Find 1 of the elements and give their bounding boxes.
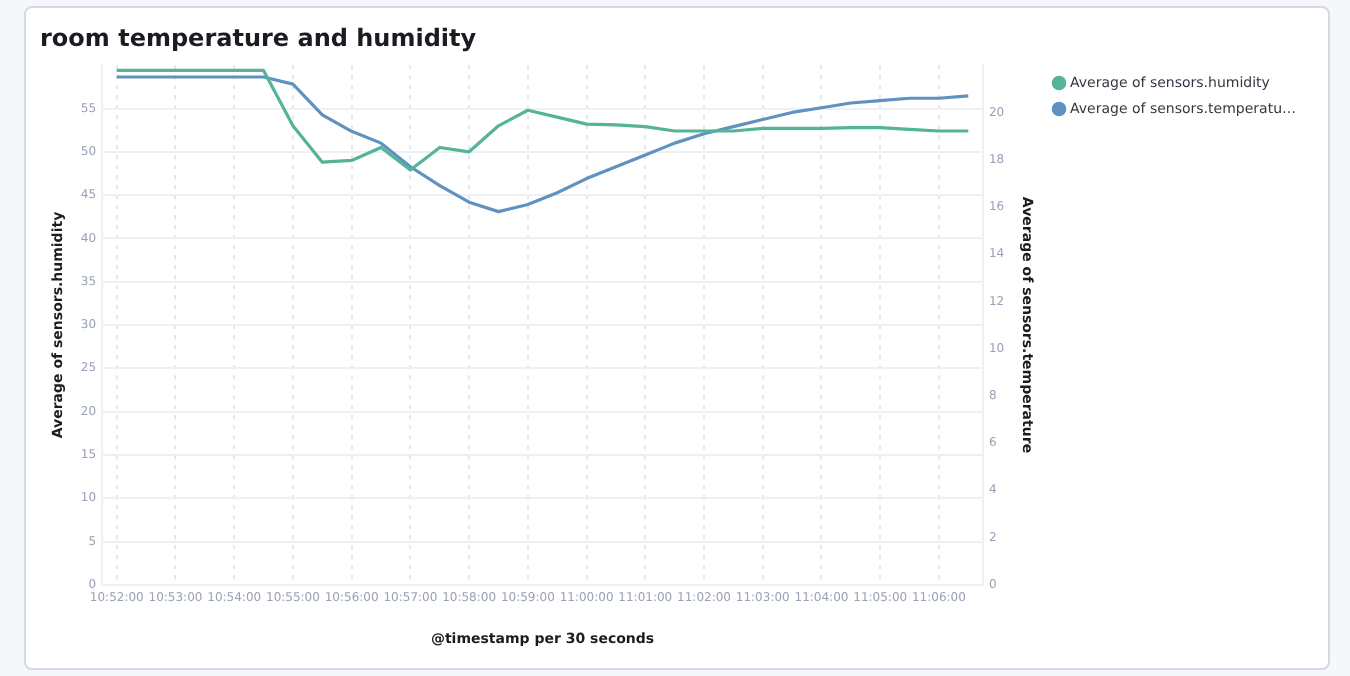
chart-title: room temperature and humidity [40,24,477,52]
